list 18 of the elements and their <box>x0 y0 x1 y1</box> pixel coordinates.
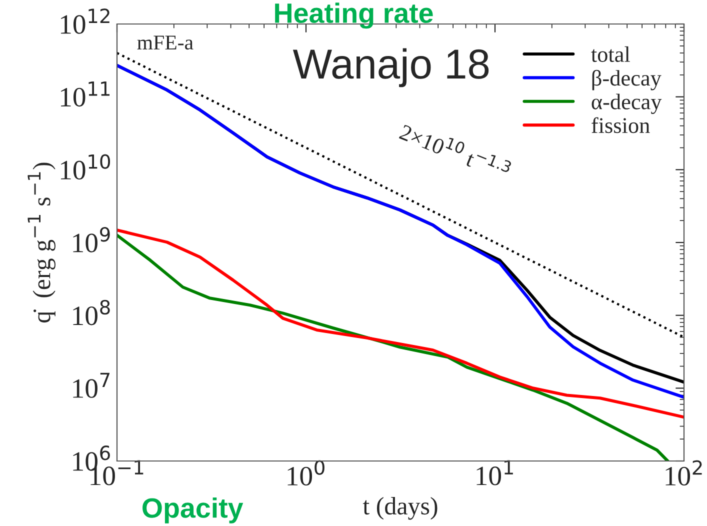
x-tick-label: 10$^{2}$ <box>666 460 702 486</box>
annotation: Heating rate <box>275 2 433 29</box>
legend-label: fission <box>592 117 650 134</box>
y-tick-label: 10$^{9}$ <box>73 227 110 252</box>
y-tick-label: 10$^{7}$ <box>73 372 110 398</box>
y-tick-label: 10$^{8}$ <box>73 300 110 326</box>
annotation: Wanajo 18 <box>292 48 489 88</box>
y-tick-label: 10$^{11}$ <box>60 82 110 107</box>
annotation: 2×10$^{10}$ t$^{−1.3}$ <box>398 119 512 181</box>
legend-label: total <box>591 46 630 62</box>
y-axis-title: q̇ (erg g$^{−1}$ s$^{−1}$) <box>28 162 56 322</box>
x-axis-title: t (days) <box>362 496 438 520</box>
y-tick-label: 10$^{12}$ <box>60 8 110 34</box>
legend-label: α-decay <box>592 94 662 114</box>
text: Opacity <box>142 497 244 524</box>
y-tick-label: 10$^{10}$ <box>60 154 110 180</box>
legend-label: β-decay <box>592 70 662 90</box>
annotation: mFE-a <box>137 36 194 50</box>
